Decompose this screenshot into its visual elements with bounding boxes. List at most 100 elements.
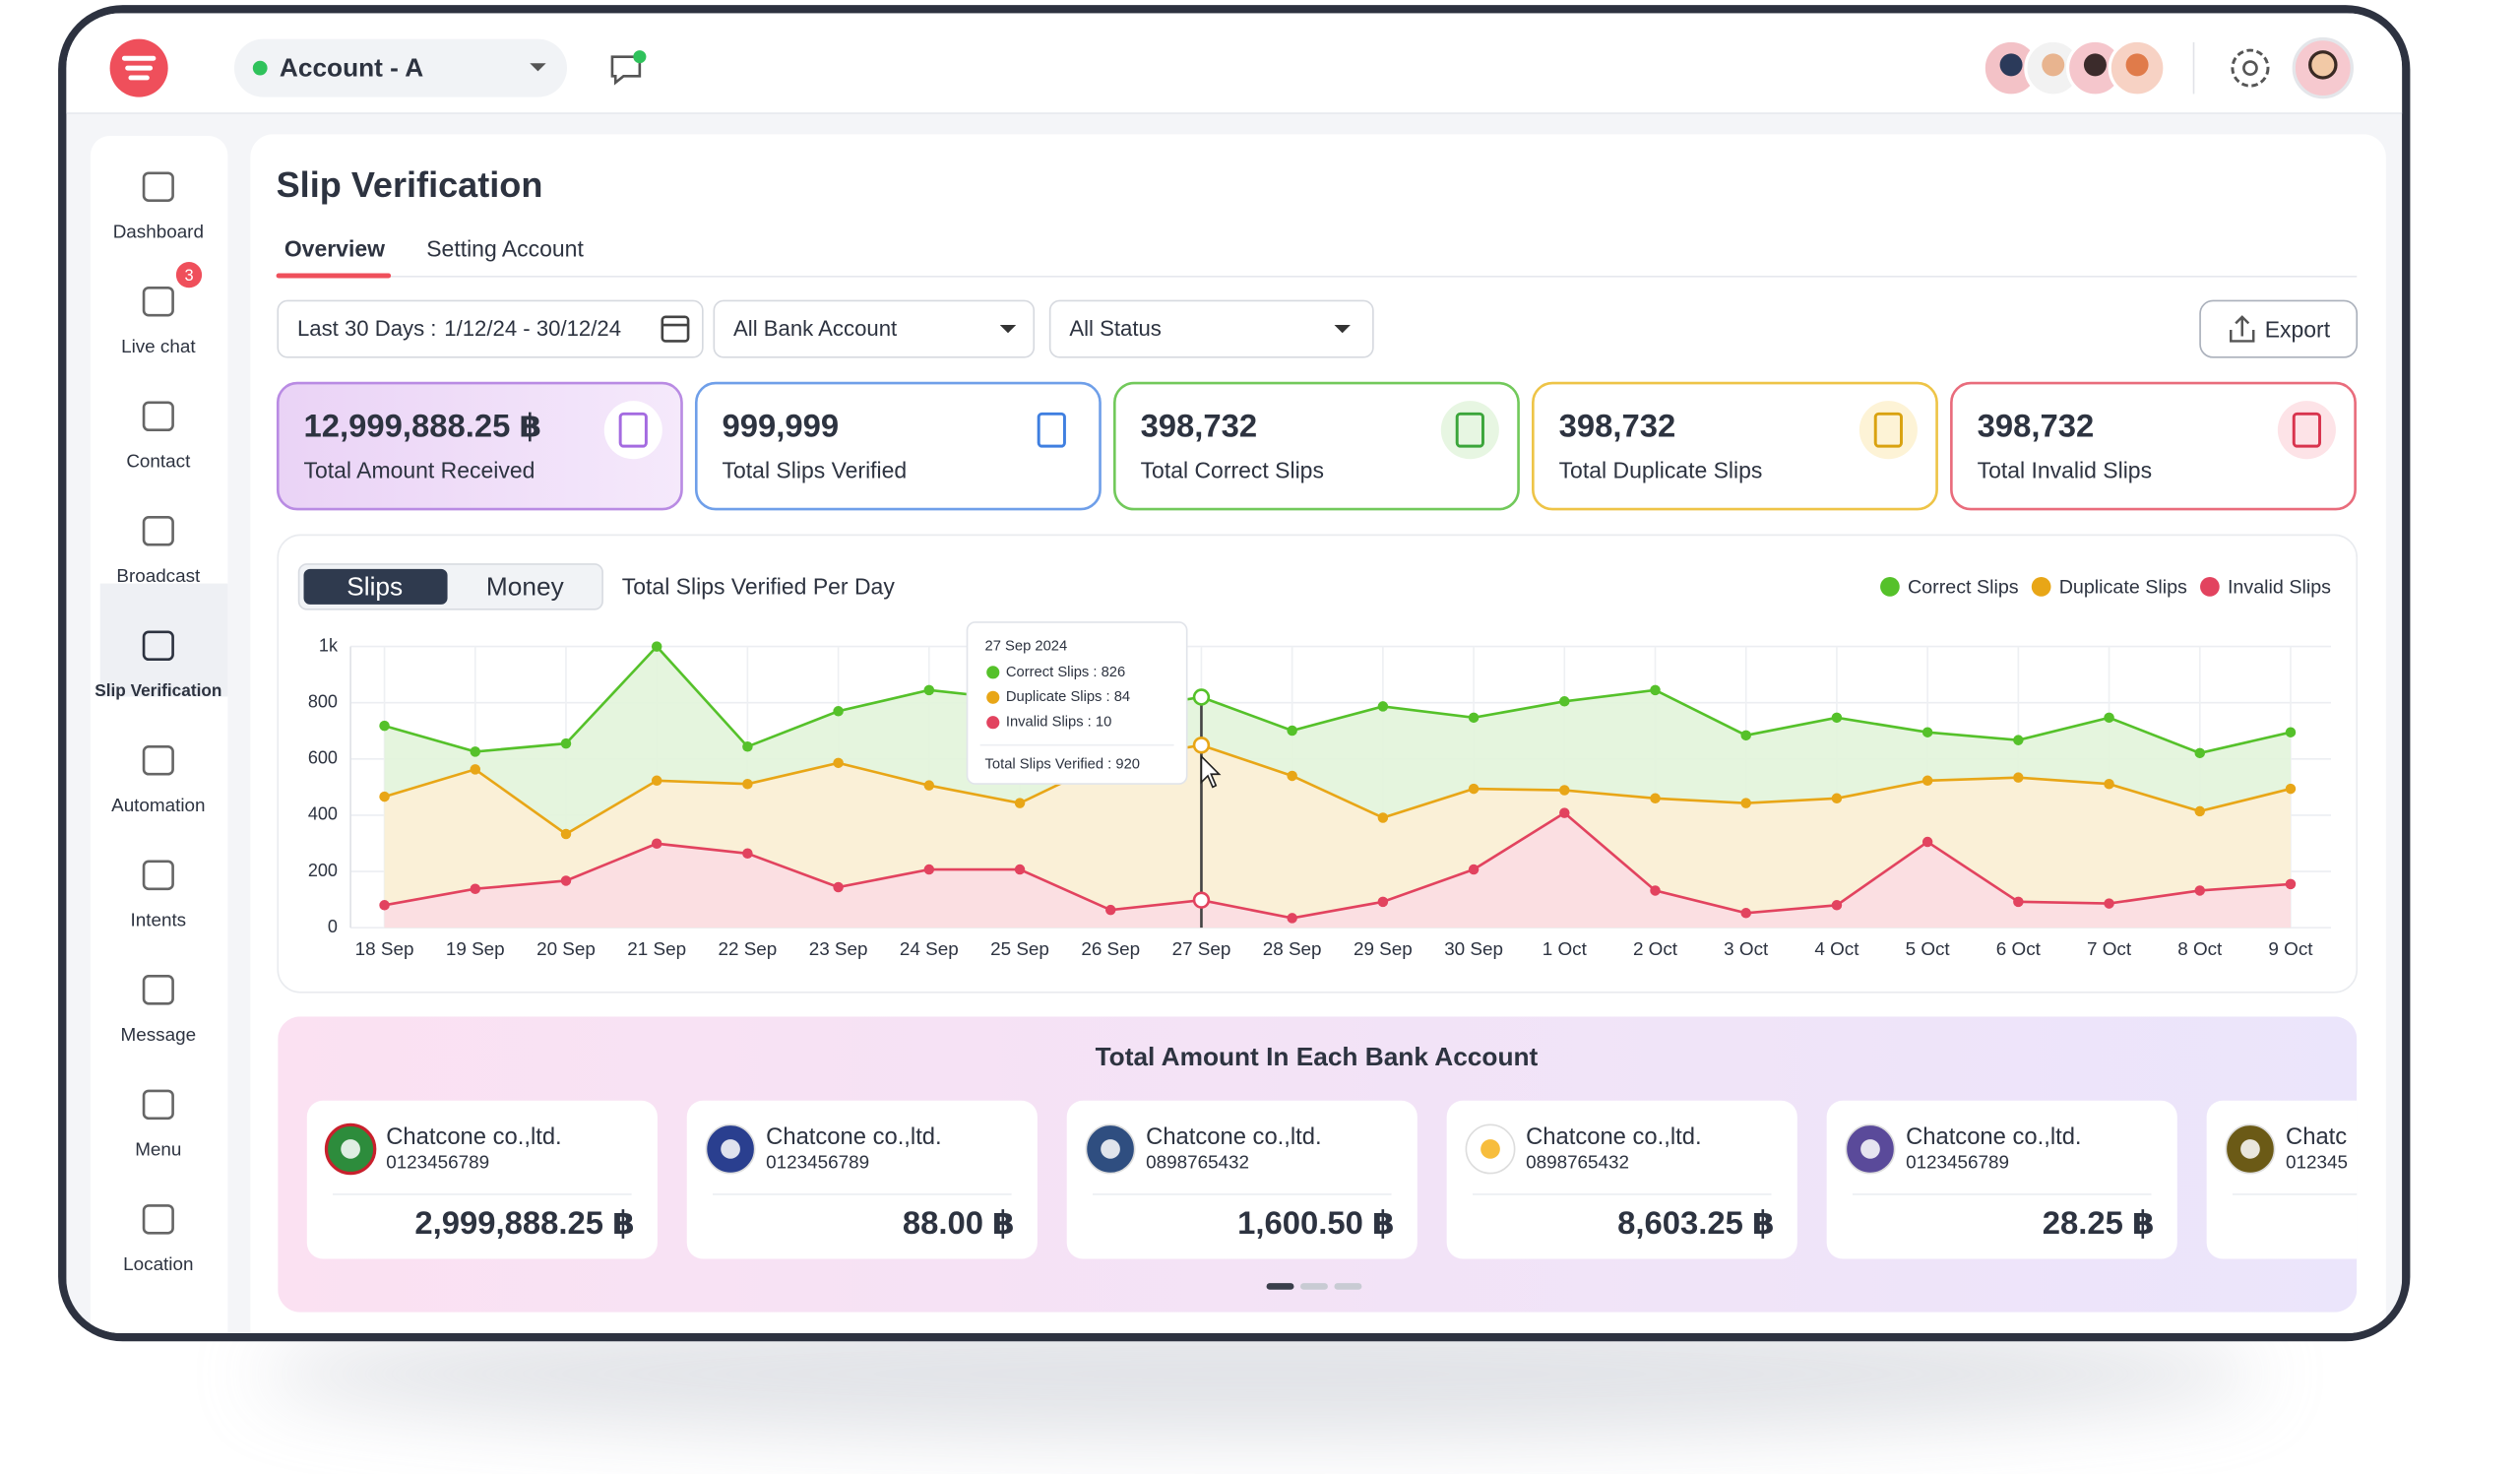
export-button[interactable] <box>2199 299 2359 358</box>
stat-card: 12,999,888.25 ฿ Total Amount Received <box>276 381 683 511</box>
bank-number: 0898765432 <box>1526 1152 1629 1173</box>
toggle-option-active[interactable]: Slips <box>346 571 403 601</box>
sidebar-label: Automation <box>111 795 205 815</box>
series-point <box>1831 712 1843 724</box>
bank-panel: Total Amount In Each Bank Account Chatco… <box>278 1016 2520 1313</box>
bank-name: Chatcone co.,ltd. <box>1906 1123 2081 1150</box>
tab-active[interactable]: Overview <box>284 236 385 262</box>
status-filter[interactable] <box>1048 299 1374 358</box>
bank-name: Chatcone co.,ltd. <box>1526 1123 1701 1150</box>
series-point <box>2104 898 2114 909</box>
x-tick-label: 30 Sep <box>1444 938 1503 959</box>
sidebar-item[interactable]: Contact <box>126 401 191 472</box>
sidebar-icon <box>142 860 174 891</box>
sidebar-label: Broadcast <box>116 565 201 586</box>
series-point <box>1468 712 1480 724</box>
tooltip-box <box>966 621 1188 785</box>
bank-filter[interactable] <box>713 299 1036 358</box>
series-point <box>1650 684 1661 696</box>
sidebar <box>90 136 228 1334</box>
toggle-option[interactable]: Money <box>486 571 565 601</box>
bank-card[interactable]: Chatcone co.,ltd.0898765432 8,603.25 ฿ <box>1446 1100 1797 1259</box>
bank-card[interactable]: Chatcone co.,ltd.0123456789 2,999,888.25 … <box>306 1100 658 1259</box>
sidebar-item[interactable]: Message <box>121 975 197 1045</box>
bank-number: 0898765432 <box>1146 1152 1249 1173</box>
bank-panel-title: Total Amount In Each Bank Account <box>1096 1042 1539 1071</box>
stat-icon-bg <box>2277 401 2336 460</box>
bank-amount: 2,999,888.25 ฿ <box>414 1204 635 1241</box>
x-tick-label: 8 Oct <box>2177 938 2223 959</box>
series-point <box>1287 770 1297 782</box>
bank-number: 0123456789 <box>1906 1152 2009 1173</box>
x-tick-label: 3 Oct <box>1724 938 1769 959</box>
bank-name: Chatc <box>2286 1123 2347 1150</box>
legend-label: Invalid Slips <box>2228 577 2331 599</box>
sidebar-item[interactable]: Intents <box>131 860 187 930</box>
pager-dot[interactable] <box>1334 1283 1362 1290</box>
chat-indicator <box>633 50 647 64</box>
stat-value: 398,732 <box>1559 408 1676 444</box>
bank-filter-caret <box>999 325 1017 334</box>
hover-point <box>1192 737 1211 754</box>
series-point <box>2194 885 2206 896</box>
toggle-active[interactable] <box>303 568 448 605</box>
date-filter-range: 1/12/24 - 30/12/24 <box>444 316 621 341</box>
x-tick-label: 29 Sep <box>1354 938 1413 959</box>
y-tick-label: 400 <box>308 804 338 824</box>
series-line <box>384 644 2292 755</box>
pager-dot[interactable] <box>1300 1283 1328 1290</box>
sidebar-item[interactable]: Location <box>123 1204 193 1274</box>
series-point <box>379 900 390 911</box>
tab[interactable]: Setting Account <box>426 236 584 262</box>
account-selector[interactable] <box>233 38 567 97</box>
bank-card[interactable]: Chatcone co.,ltd.0123456789 28.25 ฿ <box>1826 1100 2177 1259</box>
app: Account - A Dashboard Live chat 3 Contact Br… <box>66 13 2520 1334</box>
series-point <box>2013 772 2024 783</box>
series-point <box>1377 896 1389 908</box>
tooltip-line: Duplicate Slips : 84 <box>1006 689 1130 705</box>
stat-card: 398,732 Total Invalid Slips <box>1950 381 2357 511</box>
stat-label: Total Duplicate Slips <box>1559 457 1763 482</box>
sidebar-item[interactable]: Broadcast <box>116 516 201 586</box>
sidebar-item[interactable]: Dashboard <box>113 171 204 242</box>
sidebar-label: Dashboard <box>113 221 204 241</box>
series-point <box>560 828 572 840</box>
series-point <box>379 791 390 802</box>
series-point <box>2285 878 2297 890</box>
tooltip-swatch <box>986 690 1000 704</box>
y-tick-label: 0 <box>328 917 338 936</box>
stat-icon-bg <box>1858 401 1918 460</box>
bank-card-box <box>1446 1100 1797 1259</box>
series-point <box>651 641 662 652</box>
stat-icon <box>618 412 648 448</box>
bank-amount: 8,603.25 ฿ <box>1617 1204 1775 1241</box>
bank-card[interactable]: Chatcone co.,ltd.0898765432 1,600.50 ฿ <box>1066 1100 1418 1259</box>
x-tick-label: 28 Sep <box>1263 938 1322 959</box>
sidebar-item[interactable]: Menu <box>135 1089 181 1160</box>
team-avatars[interactable] <box>1982 38 2167 97</box>
sidebar-item[interactable]: Slip Verification <box>94 583 228 700</box>
bank-logo-inner <box>1860 1139 1880 1159</box>
bank-logo-inner <box>2240 1139 2260 1159</box>
user-avatar-face <box>2308 50 2338 80</box>
pager-dot-active[interactable] <box>1266 1283 1294 1290</box>
series-point <box>2013 735 2024 745</box>
series-point <box>1014 864 1026 875</box>
bank-logo-inner <box>1101 1139 1120 1159</box>
date-filter[interactable] <box>277 299 704 358</box>
bank-card[interactable]: Chatcone co.,ltd.0123456789 88.00 ฿ <box>686 1100 1038 1259</box>
bank-filter-text: All Bank Account <box>733 316 897 341</box>
hover-point <box>1192 891 1211 909</box>
series-line <box>384 743 2292 836</box>
series-point <box>923 864 935 875</box>
settings-icon[interactable] <box>2231 48 2270 88</box>
x-tick-label: 27 Sep <box>1172 938 1231 959</box>
series-point <box>470 764 481 775</box>
bank-number: 0123456789 <box>766 1152 869 1173</box>
sidebar-item[interactable]: Automation <box>111 745 206 815</box>
bank-card-box <box>306 1100 658 1259</box>
sidebar-item[interactable]: Live chat 3 <box>121 262 203 356</box>
page-title: Slip Verification <box>277 164 543 205</box>
chart: Slips Money Total Slips Verified Per Day In… <box>297 563 2331 959</box>
